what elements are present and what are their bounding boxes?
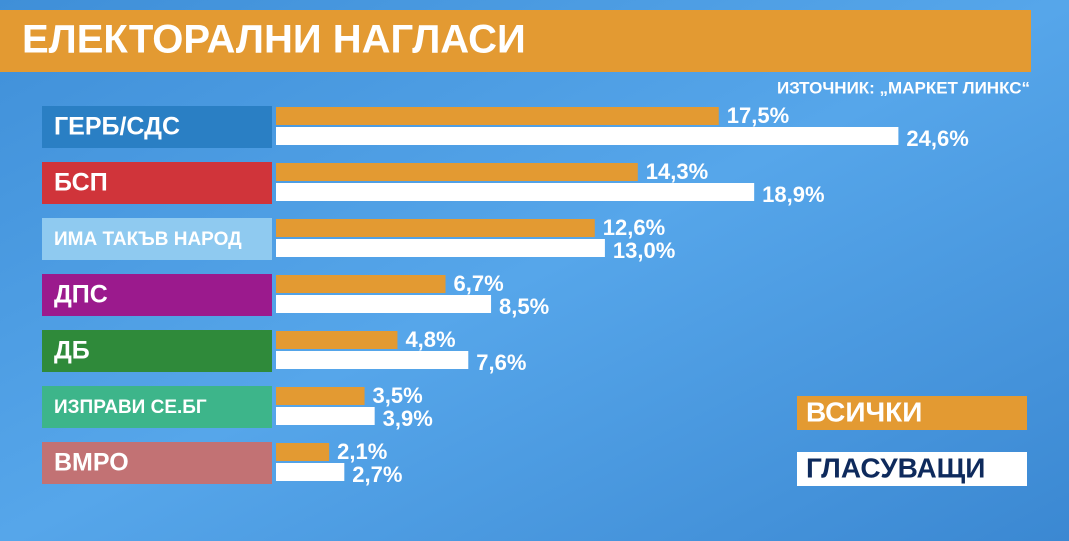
category-label: ГЕРБ/СДС xyxy=(54,113,180,141)
legend-swatch xyxy=(797,452,1027,486)
value-label: 2,1% xyxy=(337,439,387,464)
value-label: 3,9% xyxy=(383,406,433,431)
category-label: БСП xyxy=(54,169,108,197)
bar xyxy=(276,443,330,461)
bar xyxy=(276,107,719,125)
category-box xyxy=(42,442,272,484)
source: ИЗТОЧНИК: „МАРКЕТ ЛИНКС“ xyxy=(777,78,1030,97)
bar xyxy=(276,219,595,237)
value-label: 7,6% xyxy=(476,350,526,375)
value-label: 12,6% xyxy=(603,215,665,240)
value-label: 4,8% xyxy=(405,327,455,352)
category-label: ДБ xyxy=(54,337,90,365)
category-label: ИМА ТАКЪВ НАРОД xyxy=(54,229,242,250)
category-box xyxy=(42,386,272,428)
category-box xyxy=(42,274,272,316)
value-label: 17,5% xyxy=(727,103,789,128)
bar xyxy=(276,331,398,349)
value-label: 13,0% xyxy=(613,238,675,263)
legend-swatch xyxy=(797,396,1027,430)
category-label: ДПС xyxy=(54,281,108,309)
bar xyxy=(276,183,755,201)
bar xyxy=(276,351,469,369)
bar xyxy=(276,239,605,257)
category-box xyxy=(42,106,272,148)
category-box xyxy=(42,162,272,204)
value-label: 14,3% xyxy=(646,159,708,184)
value-label: 18,9% xyxy=(762,182,824,207)
value-label: 2,7% xyxy=(352,462,402,487)
title-bar xyxy=(0,10,1031,72)
bar xyxy=(276,387,365,405)
category-box xyxy=(42,218,272,260)
category-label: ВМРО xyxy=(54,449,129,477)
category-label: ИЗПРАВИ СЕ.БГ xyxy=(54,397,207,418)
chart-title: ЕЛЕКТОРАЛНИ НАГЛАСИ xyxy=(22,18,526,62)
bar xyxy=(276,463,345,481)
value-label: 24,6% xyxy=(906,126,968,151)
bar xyxy=(276,407,375,425)
value-label: 8,5% xyxy=(499,294,549,319)
value-label: 6,7% xyxy=(454,271,504,296)
bar xyxy=(276,127,899,145)
bar xyxy=(276,295,492,313)
category-box xyxy=(42,330,272,372)
legend-label: ВСИЧКИ xyxy=(806,396,922,427)
bar xyxy=(276,275,446,293)
legend-label: ГЛАСУВАЩИ xyxy=(806,452,985,483)
bar xyxy=(276,163,638,181)
value-label: 3,5% xyxy=(373,383,423,408)
